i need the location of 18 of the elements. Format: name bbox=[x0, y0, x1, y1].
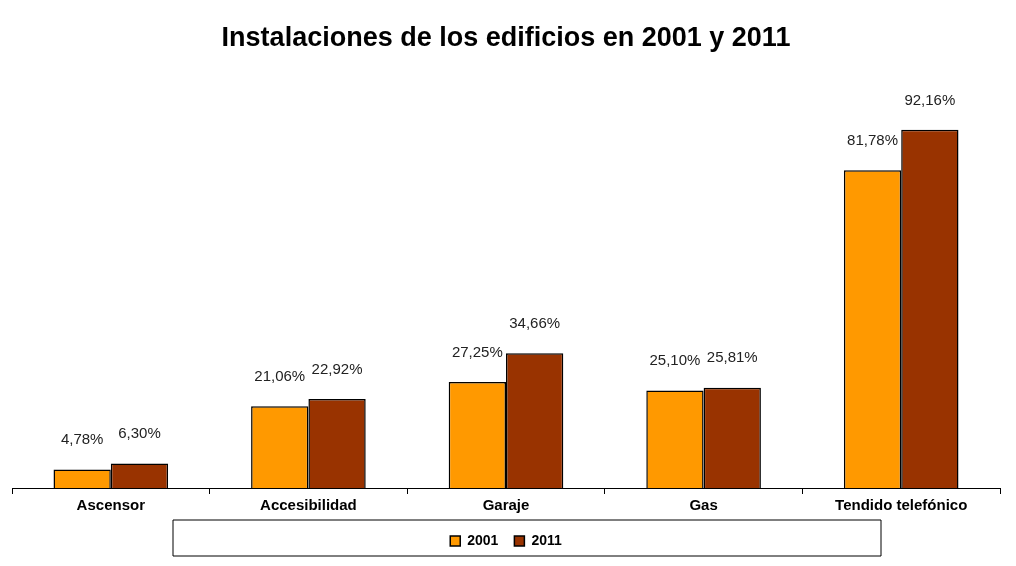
x-tick-label: Tendido telefónico bbox=[835, 496, 968, 514]
data-label: 6,30% bbox=[118, 424, 161, 442]
data-label: 21,06% bbox=[254, 366, 306, 384]
legend-label: 2011 bbox=[531, 531, 562, 548]
data-label: 25,10% bbox=[649, 351, 701, 369]
data-label: 34,66% bbox=[509, 313, 561, 331]
data-label: 22,92% bbox=[311, 359, 363, 377]
legend-label: 2001 bbox=[467, 531, 499, 548]
x-tick-label: Garaje bbox=[482, 496, 530, 514]
data-label: 92,16% bbox=[904, 90, 956, 108]
data-label: 4,78% bbox=[60, 430, 104, 448]
data-label: 81,78% bbox=[847, 130, 898, 148]
chart-title: Instalaciones de los edificios en 2001 y 2011 bbox=[221, 21, 791, 52]
x-tick-label: Ascensor bbox=[76, 496, 146, 514]
x-tick-label: Accesibilidad bbox=[260, 496, 357, 514]
data-label: 25,81% bbox=[706, 348, 758, 366]
data-label: 27,25% bbox=[451, 342, 503, 360]
x-tick-label: Gas bbox=[689, 496, 718, 514]
